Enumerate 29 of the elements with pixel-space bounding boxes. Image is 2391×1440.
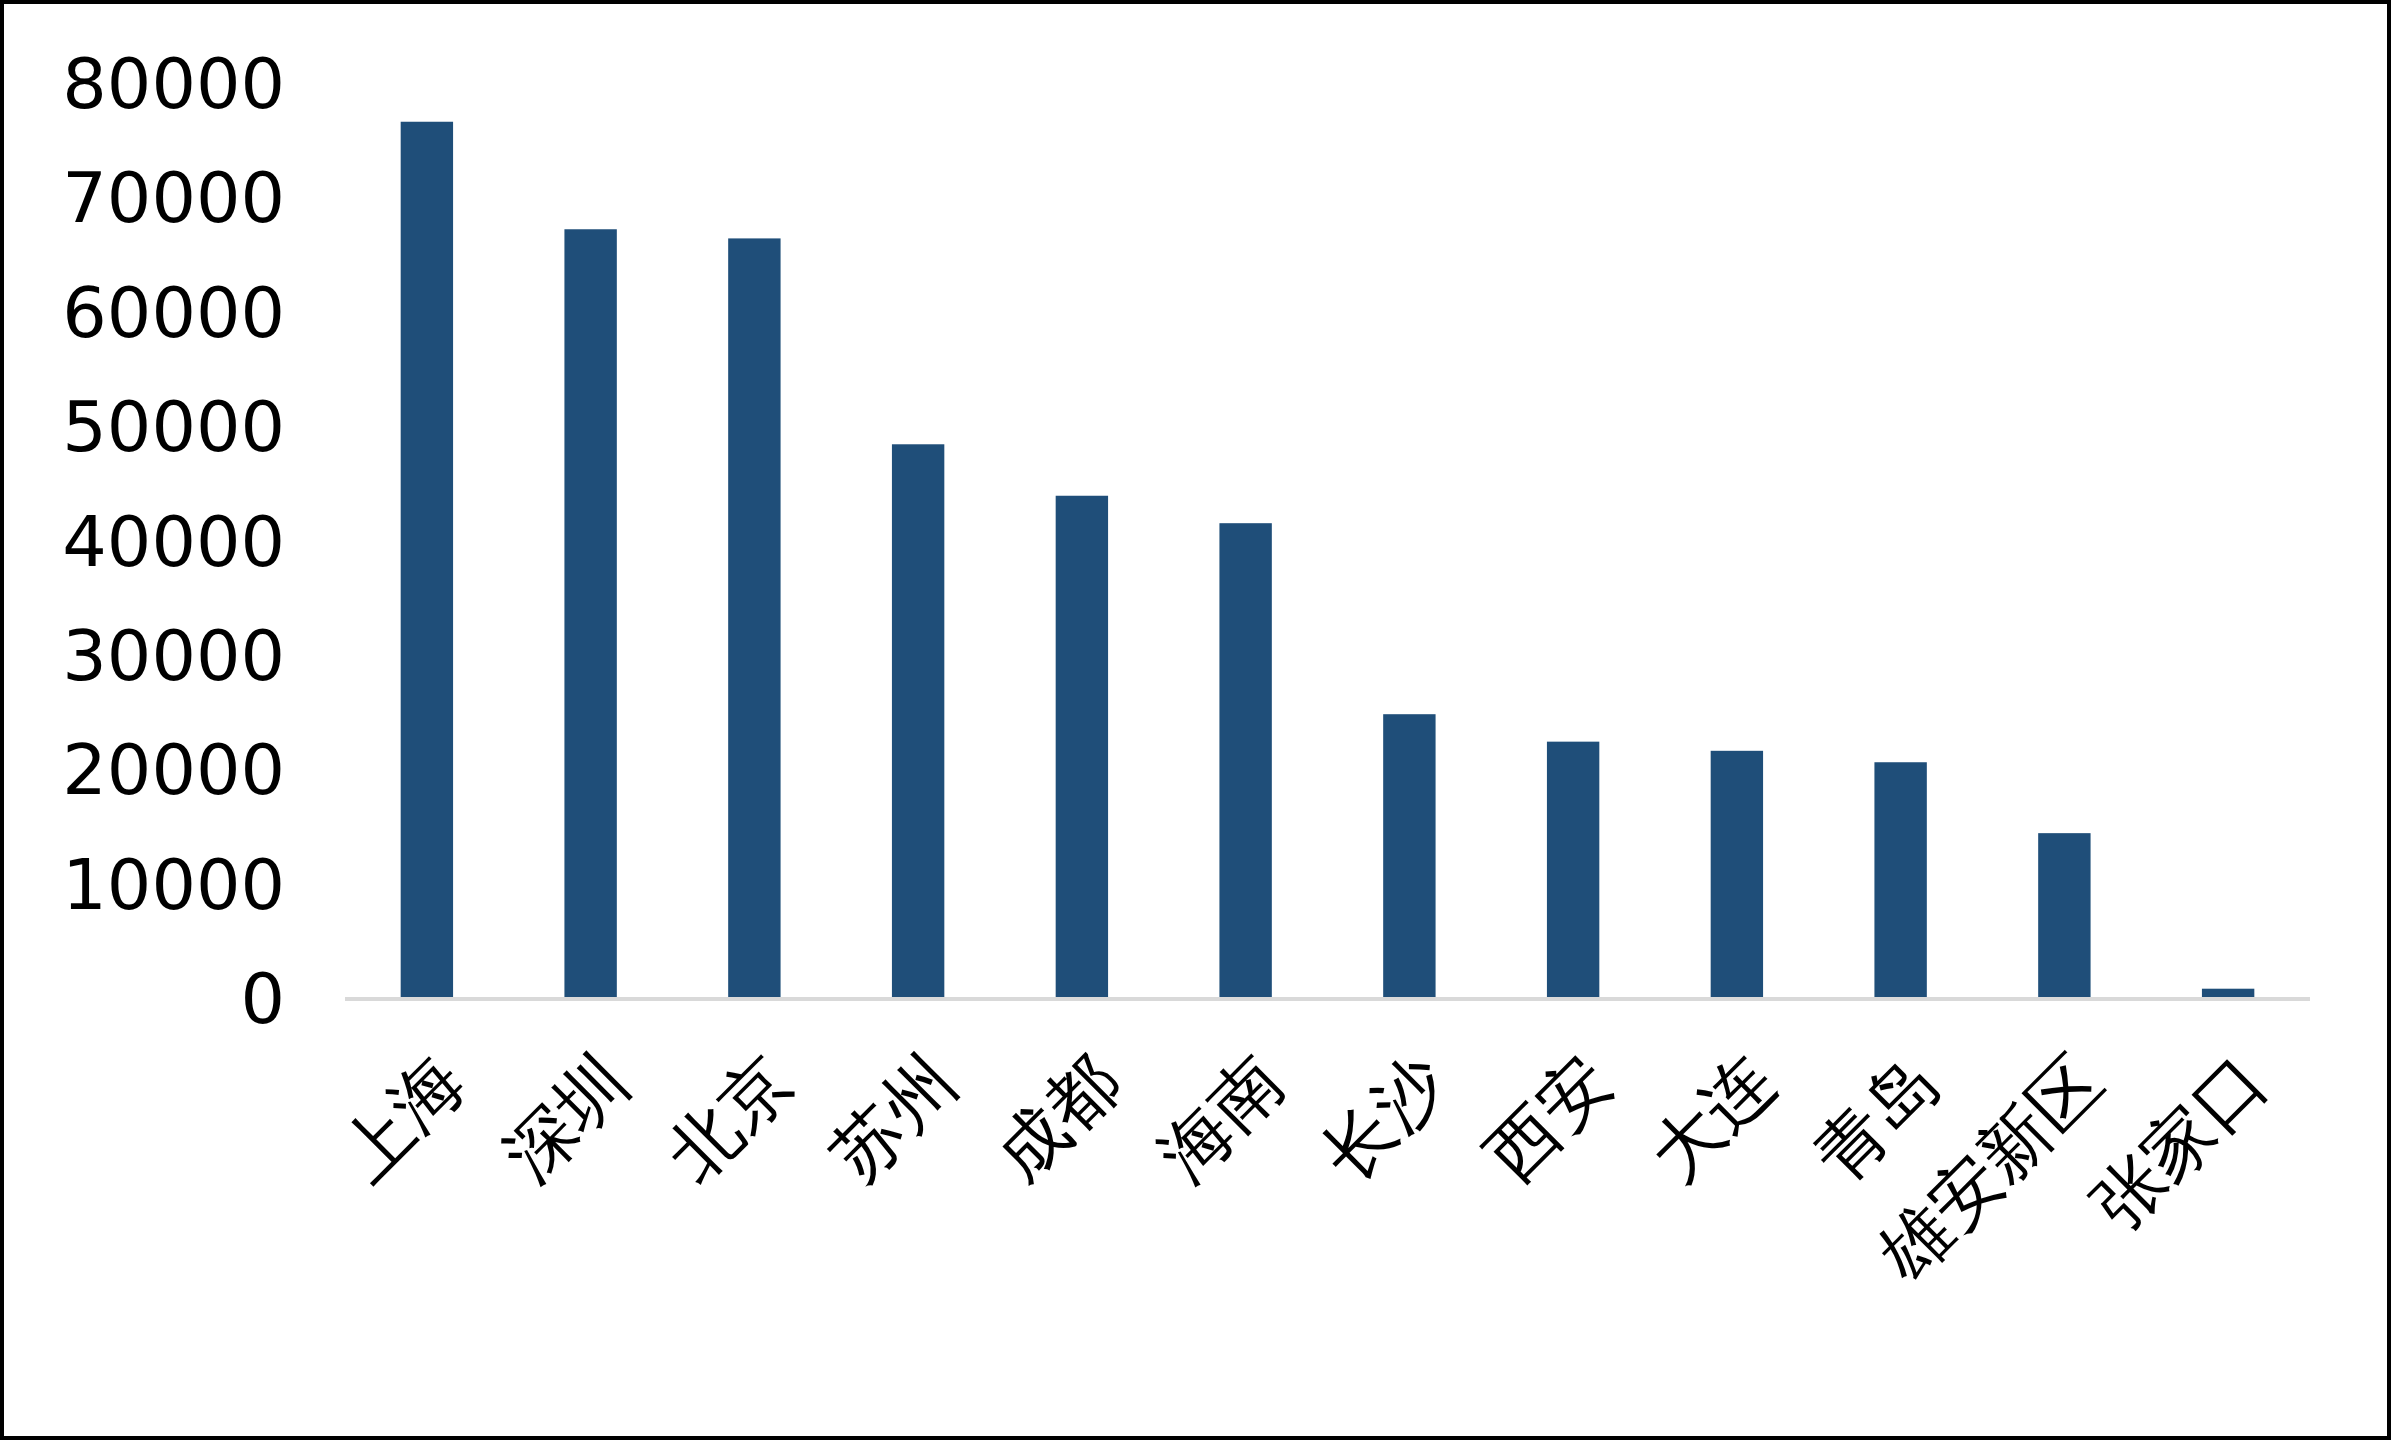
- y-tick-label: 30000: [62, 614, 285, 697]
- x-tick-label: 大连: [1633, 1040, 1791, 1197]
- y-tick-label: 70000: [62, 157, 285, 240]
- x-tick-label: 上海: [323, 1040, 481, 1197]
- bar: [1546, 741, 1600, 999]
- bar: [1219, 523, 1272, 999]
- y-tick-label: 0: [240, 958, 285, 1040]
- y-tick-label: 40000: [62, 500, 285, 583]
- bar: [728, 238, 781, 999]
- bar: [1874, 762, 1927, 999]
- x-tick-label: 西安: [1470, 1040, 1628, 1197]
- bar: [2038, 833, 2091, 999]
- bar: [1383, 714, 1436, 999]
- bar: [1710, 750, 1764, 999]
- x-tick-label: 海南: [1142, 1040, 1300, 1197]
- x-tick-label: 成都: [978, 1040, 1136, 1197]
- x-tick-label: 长沙: [1306, 1040, 1464, 1197]
- bar: [400, 121, 454, 999]
- x-tick-label: 北京: [651, 1040, 809, 1197]
- y-tick-label: 20000: [62, 729, 285, 812]
- x-tick-label: 苏州: [815, 1040, 973, 1197]
- y-tick-label: 10000: [62, 843, 285, 926]
- bar: [564, 229, 617, 999]
- y-tick-label: 50000: [62, 386, 285, 469]
- x-tick-label: 深圳: [487, 1040, 645, 1197]
- y-tick-label: 80000: [62, 43, 285, 125]
- bar: [1055, 495, 1109, 999]
- bar: [891, 444, 945, 999]
- y-tick-label: 60000: [62, 271, 285, 354]
